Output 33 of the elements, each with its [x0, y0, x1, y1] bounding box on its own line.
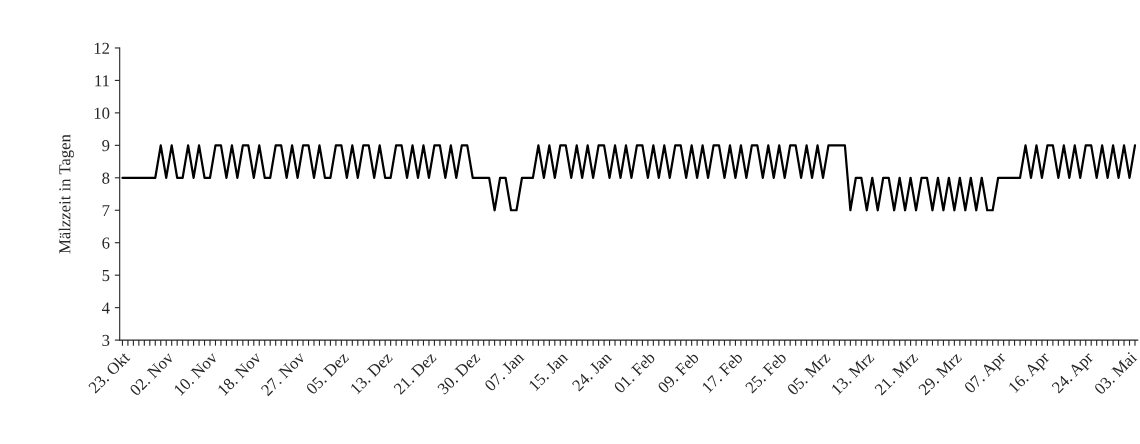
- y-tick-label: 11: [95, 75, 109, 87]
- y-tick-label: 12: [94, 42, 110, 54]
- x-tick-label: 07. Apr: [963, 350, 1009, 397]
- x-tick-label: 29. Mrz: [917, 351, 963, 396]
- y-tick-label: 5: [102, 270, 110, 282]
- x-tick-label: 27. Nov: [260, 350, 306, 397]
- y-tick-label: 6: [102, 237, 110, 249]
- y-tick-label: 3: [102, 334, 110, 347]
- x-tick-label: 02. Nov: [129, 350, 175, 397]
- x-tick-label: 21. Dez: [393, 351, 437, 395]
- x-tick-label: 30. Dez: [436, 351, 481, 395]
- x-tick-label: 05. Mrz: [786, 351, 832, 396]
- y-axis-title: Mälzzeit in Tagen: [58, 134, 74, 254]
- x-tick-label: 16. Apr: [1007, 351, 1053, 396]
- x-tick-label: 25. Feb: [744, 350, 788, 394]
- x-tick-label: 17. Feb: [701, 350, 744, 394]
- x-tick-label: 05. Dez: [305, 351, 350, 396]
- x-tick-label: 09. Feb: [656, 350, 700, 394]
- y-tick-label: 10: [94, 107, 110, 119]
- x-tick-label: 23. Okt: [87, 350, 131, 394]
- x-tick-label: 01. Feb: [612, 350, 656, 394]
- y-tick-label: 7: [102, 205, 110, 217]
- x-tick-label: 07. Jan: [483, 351, 525, 392]
- y-tick-label: 4: [101, 302, 110, 314]
- x-tick-label: 10. Nov: [173, 350, 219, 396]
- x-tick-label: 03. Mai: [1093, 351, 1138, 396]
- x-tick-label: 13. Dez: [349, 351, 394, 395]
- x-tick-label: 24. Jan: [571, 351, 613, 392]
- y-tick-label: 8: [102, 172, 110, 184]
- x-tick-label: 21. Mrz: [874, 351, 919, 396]
- x-tick-label: 13. Mrz: [830, 351, 875, 396]
- y-tick-label: 9: [102, 140, 110, 152]
- x-tick-label: 15. Jan: [528, 351, 569, 392]
